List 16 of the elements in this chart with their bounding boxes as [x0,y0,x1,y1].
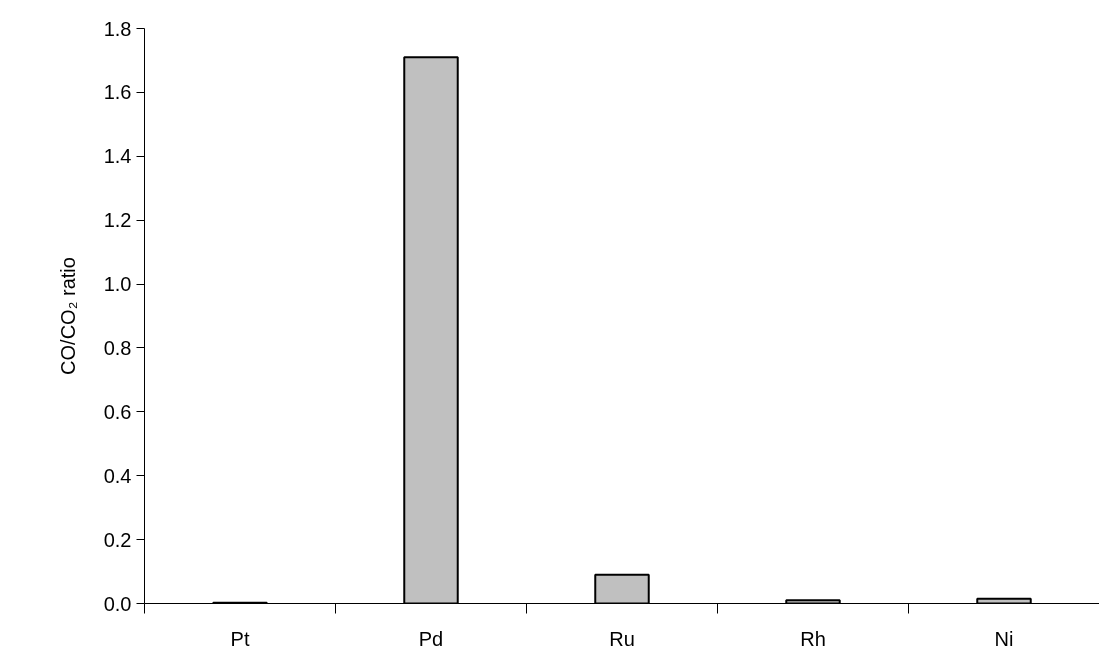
y-tick-label: 0.8 [103,336,132,359]
x-tick-label: Ni [994,627,1014,650]
y-tick-label: 0.4 [103,464,132,487]
y-tick-label: 1.2 [103,209,132,232]
y-tick-label: 1.0 [103,273,132,296]
x-tick-label: Pd [418,627,444,650]
y-tick-label: 1.6 [103,81,132,104]
x-tick-label: Rh [800,627,826,650]
x-tick-label: Ru [609,627,635,650]
y-tick-label: 0.0 [103,592,132,615]
y-axis-title: CO/CO₂ ratio [56,257,79,375]
x-tick-label: Pt [230,627,250,650]
y-tick-label: 0.6 [103,400,132,423]
y-tick-label: 1.4 [103,145,132,168]
y-tick-label: 1.8 [103,17,132,40]
y-tick-label: 0.2 [103,528,132,551]
